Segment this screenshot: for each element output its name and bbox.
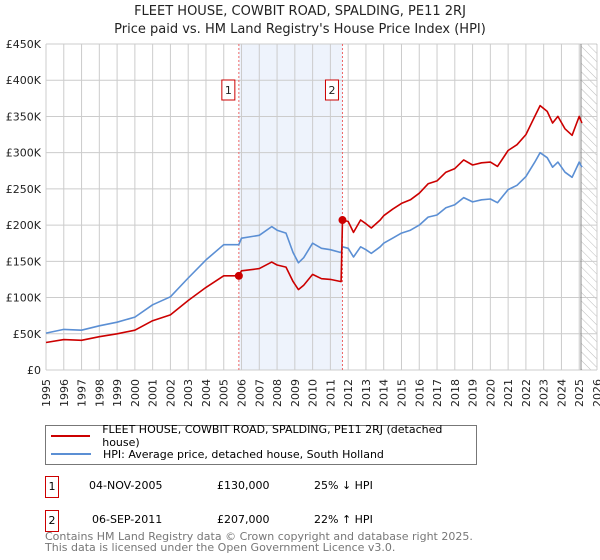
hpi-line-swatch [51,453,91,455]
x-tick-label: 2003 [182,379,195,407]
x-tick-label: 2000 [129,379,142,407]
sale-hpi-diff: 25% ↓ HPI [314,479,373,492]
x-tick-label: 2002 [164,379,177,407]
x-tick-label: 1996 [58,379,71,407]
x-tick-label: 2016 [413,379,426,407]
x-tick-label: 2022 [520,379,533,407]
x-tick-label: 2011 [324,379,337,407]
legend-item-property: FLEET HOUSE, COWBIT ROAD, SPALDING, PE11… [46,423,476,449]
legend-label-property: FLEET HOUSE, COWBIT ROAD, SPALDING, PE11… [102,423,443,449]
y-tick-label: £450K [6,38,42,51]
chart-title: FLEET HOUSE, COWBIT ROAD, SPALDING, PE11… [134,4,466,19]
y-tick-label: £400K [6,74,42,87]
x-tick-label: 2019 [467,379,480,407]
sale-label-box [221,79,236,101]
y-tick-label: £350K [6,110,42,123]
x-tick-label: 1997 [76,379,89,407]
sale-date: 06-SEP-2011 [92,513,163,526]
sale-label-text: 1 [225,84,232,97]
legend-item-hpi: HPI: Average price, detached house, Sout… [46,445,384,463]
property-line [45,104,583,344]
sale-label-text: 2 [328,84,335,97]
y-tick-label: £100K [6,292,42,305]
sale-date: 04-NOV-2005 [89,479,163,492]
sale-point-1 [234,271,243,280]
x-tick-label: 2025 [573,379,586,407]
x-tick-label: 2014 [378,379,391,407]
hpi-line [45,151,583,334]
x-tick-label: 2004 [200,379,213,407]
footer-copyright: Contains HM Land Registry data © Crown c… [45,530,473,543]
x-tick-label: 2008 [271,379,284,407]
sale-price: £207,000 [217,513,270,526]
sale-marker-badge: 1 [45,476,59,498]
x-tick-label: 1998 [93,379,106,407]
x-tick-label: 2005 [218,379,231,407]
x-tick-label: 2010 [307,379,320,407]
sale-label-2: 2 [324,79,339,101]
x-tick-label: 1999 [111,379,124,407]
sale-label-box [324,79,339,101]
x-tick-label: 2001 [147,379,160,407]
y-tick-label: £50K [13,328,42,341]
x-tick-label: 2018 [449,379,462,407]
x-tick-label: 2006 [236,379,249,407]
sale-marker-badge: 2 [45,510,59,532]
sale-hpi-diff: 22% ↑ HPI [314,513,373,526]
y-tick-label: £300K [6,147,42,160]
y-tick-label: £250K [6,183,42,196]
x-tick-label: 1995 [40,379,53,407]
x-tick-label: 2020 [484,379,497,407]
x-tick-label: 2017 [431,379,444,407]
y-tick-label: £200K [6,219,42,232]
footer-licence: This data is licensed under the Open Gov… [45,541,396,554]
x-tick-label: 2024 [555,379,568,407]
price-chart: 1995 1996 1997 1998 1999 2000 2001 2002 2003 2004… [6,38,600,407]
forecast-hatch [581,44,597,370]
x-tick-label: 2007 [253,379,266,407]
x-tick-label: 2023 [538,379,551,407]
property-line-swatch [51,435,91,437]
sale-price: £130,000 [217,479,270,492]
y-tick-label: £0 [27,364,41,377]
legend-label-hpi: HPI: Average price, detached house, Sout… [103,447,384,461]
x-tick-label: 2009 [289,379,302,407]
x-tick-label: 2015 [395,379,408,407]
y-tick-label: £150K [6,255,42,268]
x-tick-label: 2021 [502,379,515,407]
sale-point-2 [338,216,347,225]
chart-subtitle: Price paid vs. HM Land Registry's House … [114,22,486,37]
x-tick-label: 2013 [360,379,373,407]
x-tick-label: 2012 [342,379,355,407]
legend: FLEET HOUSE, COWBIT ROAD, SPALDING, PE11… [45,423,477,465]
x-tick-label: 2026 [591,379,600,407]
sale-label-1: 1 [221,79,236,101]
